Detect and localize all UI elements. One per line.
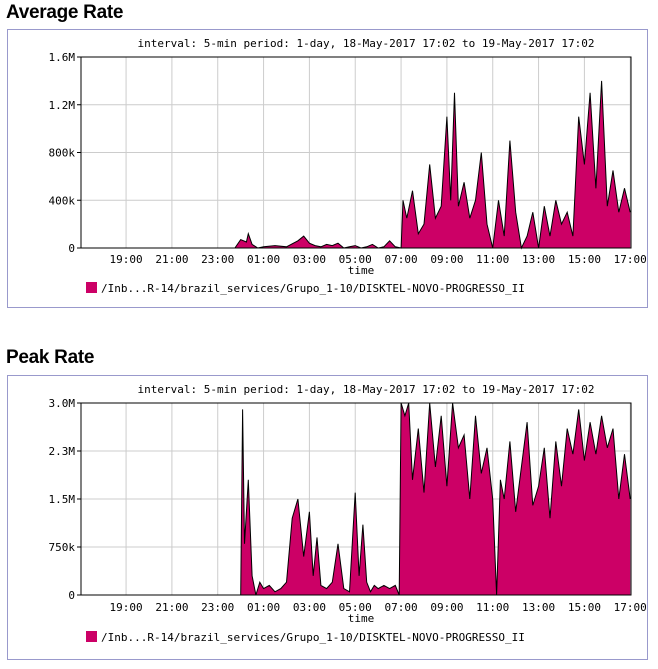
y-tick-label: 750k	[49, 541, 76, 554]
x-tick-label: 21:00	[155, 253, 188, 266]
average-rate-chart: interval: 5-min period: 1-day, 18-May-20…	[7, 29, 648, 308]
series-line	[240, 402, 631, 596]
average-rate-title: Average Rate	[6, 2, 124, 23]
y-tick-label: 1.2M	[49, 99, 76, 112]
x-tick-label: 13:00	[522, 253, 555, 266]
x-tick-label: 07:00	[385, 601, 418, 614]
x-tick-label: 09:00	[430, 601, 463, 614]
x-tick-label: 19:00	[110, 253, 143, 266]
x-tick-label: 15:00	[568, 253, 601, 266]
x-tick-label: 19:00	[110, 601, 143, 614]
x-tick-label: 11:00	[476, 601, 509, 614]
plot-border	[80, 402, 632, 596]
y-tick-label: 400k	[49, 194, 76, 207]
x-tick-label: 17:00	[614, 253, 647, 266]
y-tick-label: 800k	[49, 147, 76, 160]
x-tick-label: 23:00	[201, 601, 234, 614]
x-tick-label: 03:00	[293, 601, 326, 614]
legend-swatch	[86, 282, 97, 293]
chart-subtitle: interval: 5-min period: 1-day, 18-May-20…	[138, 383, 595, 396]
series-area	[234, 80, 631, 249]
x-tick-label: 23:00	[201, 253, 234, 266]
x-tick-label: 05:00	[339, 601, 372, 614]
x-axis-label: time	[348, 264, 375, 277]
y-tick-label: 0	[68, 242, 75, 255]
x-tick-label: 21:00	[155, 601, 188, 614]
x-tick-label: 07:00	[385, 253, 418, 266]
plot-border	[80, 56, 632, 249]
series-line	[234, 80, 631, 250]
x-tick-label: 05:00	[339, 253, 372, 266]
y-tick-label: 0	[68, 589, 75, 602]
x-axis-label: time	[348, 612, 375, 625]
x-tick-label: 15:00	[568, 601, 601, 614]
chart-subtitle: interval: 5-min period: 1-day, 18-May-20…	[138, 37, 595, 50]
x-tick-label: 17:00	[614, 601, 647, 614]
peak-rate-chart: interval: 5-min period: 1-day, 18-May-20…	[7, 375, 648, 660]
legend-swatch	[86, 631, 97, 642]
x-tick-label: 03:00	[293, 253, 326, 266]
x-tick-label: 13:00	[522, 601, 555, 614]
y-tick-label: 1.6M	[49, 51, 76, 64]
y-tick-label: 2.3M	[49, 445, 76, 458]
x-tick-label: 01:00	[247, 253, 280, 266]
x-tick-label: 11:00	[476, 253, 509, 266]
peak-rate-plot: interval: 5-min period: 1-day, 18-May-20…	[49, 383, 647, 644]
peak-rate-title: Peak Rate	[6, 347, 95, 368]
x-tick-label: 09:00	[430, 253, 463, 266]
legend-label: /Inb...R-14/brazil_services/Grupo_1-10/D…	[101, 631, 525, 644]
x-tick-label: 01:00	[247, 601, 280, 614]
legend-label: /Inb...R-14/brazil_services/Grupo_1-10/D…	[101, 282, 525, 295]
y-tick-label: 3.0M	[49, 397, 76, 410]
y-tick-label: 1.5M	[49, 493, 76, 506]
average-rate-plot: interval: 5-min period: 1-day, 18-May-20…	[49, 37, 647, 295]
